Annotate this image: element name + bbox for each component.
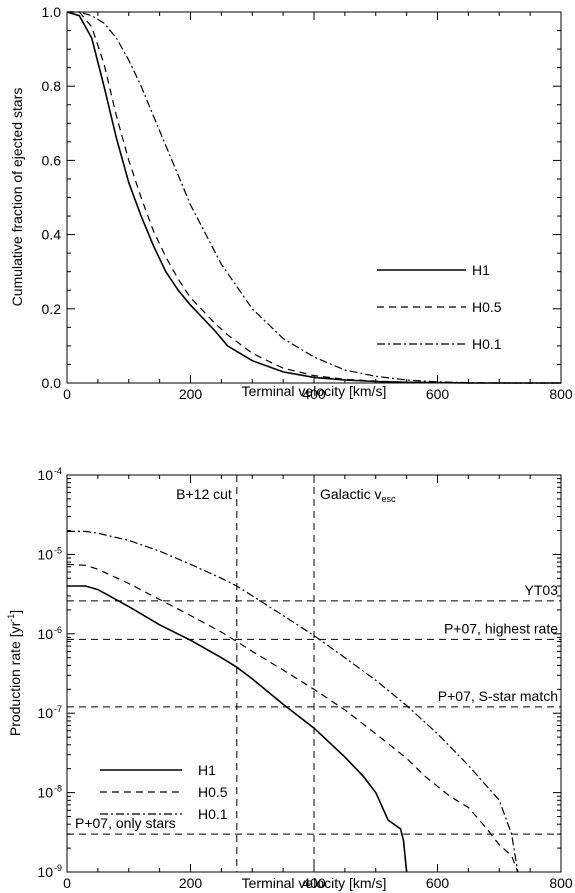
bottom-y-tick-exponent: -6: [54, 625, 62, 635]
bottom-y-tick-exponent: -8: [54, 784, 62, 794]
top-series-H0.5: [67, 11, 561, 384]
top-x-axis-label: Terminal velocity [km/s]: [242, 383, 387, 399]
bottom-y-tick-label: 10: [37, 546, 53, 562]
top-x-tick-label: 800: [549, 386, 573, 402]
top-axis-ticks: 0 200 400 600 800 0.0 0.2 0.4 0.6 0.8 1.0: [42, 4, 573, 402]
bottom-y-tick-exponent: -7: [54, 704, 62, 714]
bottom-y-tick-exponent: -5: [54, 545, 62, 555]
bottom-x-tick-label: 0: [63, 875, 71, 891]
top-legend-label: H0.5: [472, 299, 502, 315]
top-x-tick-label: 0: [63, 386, 71, 402]
top-series-H0.1: [67, 11, 561, 384]
bottom-x-axis-label: Terminal velocity [km/s]: [242, 875, 387, 891]
top-x-tick-label: 600: [426, 386, 450, 402]
bottom-series-H1: [67, 585, 408, 873]
bottom-y-tick-label: 10: [37, 467, 53, 483]
top-x-tick-label: 400: [302, 386, 326, 402]
bottom-y-tick-label: 10: [37, 785, 53, 801]
top-y-tick-label: 0.4: [42, 227, 62, 243]
top-legend: H1 H0.5 H0.1: [377, 262, 502, 352]
bottom-legend: H1 H0.5 H0.1: [100, 762, 228, 822]
bottom-y-tick-exponent: -4: [54, 466, 62, 476]
bottom-y-tick-exponent: -9: [54, 863, 62, 873]
top-panel: 0 200 400 600 800 0.0 0.2 0.4 0.6 0.8 1.0 H1 H0.5 H0…: [9, 4, 573, 402]
bottom-y-tick-label: 10: [37, 864, 53, 880]
top-y-tick-label: 0.6: [42, 152, 62, 168]
reference-label: B+12 cut: [176, 486, 232, 502]
top-series-group: [66, 11, 561, 384]
top-y-tick-label: 1.0: [42, 4, 62, 20]
bottom-reference-lines: B+12 cut Galactic vesc YT03 P+07, highest r…: [67, 475, 561, 872]
top-y-tick-label: 0.8: [42, 78, 62, 94]
bottom-legend-label: H0.5: [198, 784, 228, 800]
bottom-x-tick-label: 200: [179, 875, 203, 891]
bottom-x-tick-label: 600: [426, 875, 450, 891]
top-y-axis-label: Cumulative fraction of ejected stars: [9, 88, 25, 307]
bottom-series-H0.1: [67, 530, 519, 873]
reference-label: P+07, S-star match: [438, 688, 558, 704]
bottom-y-axis-label: Production rate [yr-1]: [6, 610, 23, 736]
reference-label: Galactic vesc: [320, 486, 396, 504]
top-legend-label: H0.1: [472, 336, 502, 352]
bottom-y-axis-label-main: Production rate [yr: [7, 621, 23, 736]
top-y-tick-label: 0.0: [42, 375, 62, 391]
top-legend-label: H1: [472, 262, 490, 278]
top-series-H1: [66, 11, 561, 384]
bottom-y-axis-label-end: ]: [7, 610, 23, 614]
bottom-y-tick-label: 10: [37, 705, 53, 721]
reference-label: YT03: [525, 582, 559, 598]
bottom-x-tick-label: 400: [302, 875, 326, 891]
bottom-legend-label: H0.1: [198, 806, 228, 822]
top-y-tick-label: 0.2: [42, 301, 62, 317]
bottom-y-axis-label-sup: -1: [6, 614, 16, 622]
reference-label: P+07, highest rate: [444, 620, 558, 636]
bottom-legend-label: H1: [198, 762, 216, 778]
reference-label: P+07, only stars: [75, 815, 176, 831]
bottom-y-tick-label: 10: [37, 626, 53, 642]
bottom-series-group: [66, 530, 519, 873]
bottom-x-tick-label: 800: [549, 875, 573, 891]
top-x-tick-label: 200: [179, 386, 203, 402]
